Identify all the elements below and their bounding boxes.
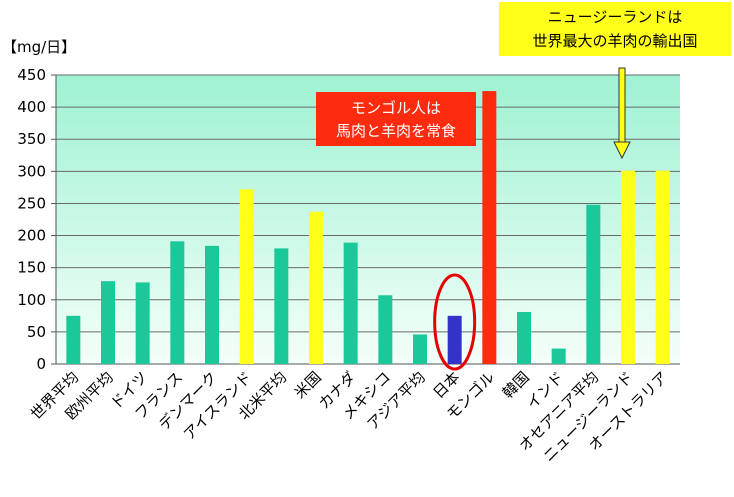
y-tick-label: 350 <box>17 130 46 148</box>
highlight-circle <box>433 273 477 371</box>
arrow-shaft <box>618 67 626 143</box>
bar-6 <box>239 189 254 364</box>
bar-13 <box>482 91 497 365</box>
bar-18 <box>655 170 670 364</box>
bar-1 <box>66 315 81 364</box>
bar-12 <box>447 315 462 364</box>
bars <box>66 91 670 371</box>
y-axis-ticks: 0 50 100 150 200 250 300 350 400 450 <box>17 66 680 373</box>
bar-9 <box>343 242 358 364</box>
y-tick-label: 250 <box>17 194 46 212</box>
mongolia-callout-line: モンゴル人は <box>351 99 441 117</box>
bar-15 <box>551 348 566 364</box>
bar-3 <box>135 282 150 364</box>
bar-11 <box>413 334 427 364</box>
bar-17 <box>621 170 635 364</box>
bar-16 <box>586 204 601 364</box>
newzealand-callout-line: 世界最大の羊肉の輸出国 <box>532 32 697 50</box>
arrow-down-icon <box>613 141 631 160</box>
y-tick-label: 50 <box>27 323 46 341</box>
newzealand-callout-box <box>499 2 731 56</box>
y-tick-label: 0 <box>36 355 46 373</box>
bar-14 <box>517 311 531 364</box>
gridlines <box>56 74 680 365</box>
bar-4 <box>170 241 185 364</box>
bar-8 <box>309 211 323 364</box>
mongolia-callout-line: 馬肉と羊肉を常食 <box>336 122 456 140</box>
bar-2 <box>101 281 115 364</box>
bar-10 <box>378 295 393 364</box>
y-tick-label: 150 <box>17 259 46 277</box>
y-tick-label: 450 <box>17 66 46 84</box>
y-tick-label: 100 <box>17 291 46 309</box>
y-tick-label: 300 <box>17 162 46 180</box>
y-axis-unit-label: 【mg/日】 <box>2 38 76 56</box>
y-tick-label: 200 <box>17 227 46 245</box>
newzealand-callout-line: ニュージーランドは <box>548 8 683 26</box>
bar-5 <box>205 245 219 364</box>
mongolia-callout-box <box>316 92 476 146</box>
y-tick-label: 400 <box>17 98 46 116</box>
bar-7 <box>274 248 289 364</box>
